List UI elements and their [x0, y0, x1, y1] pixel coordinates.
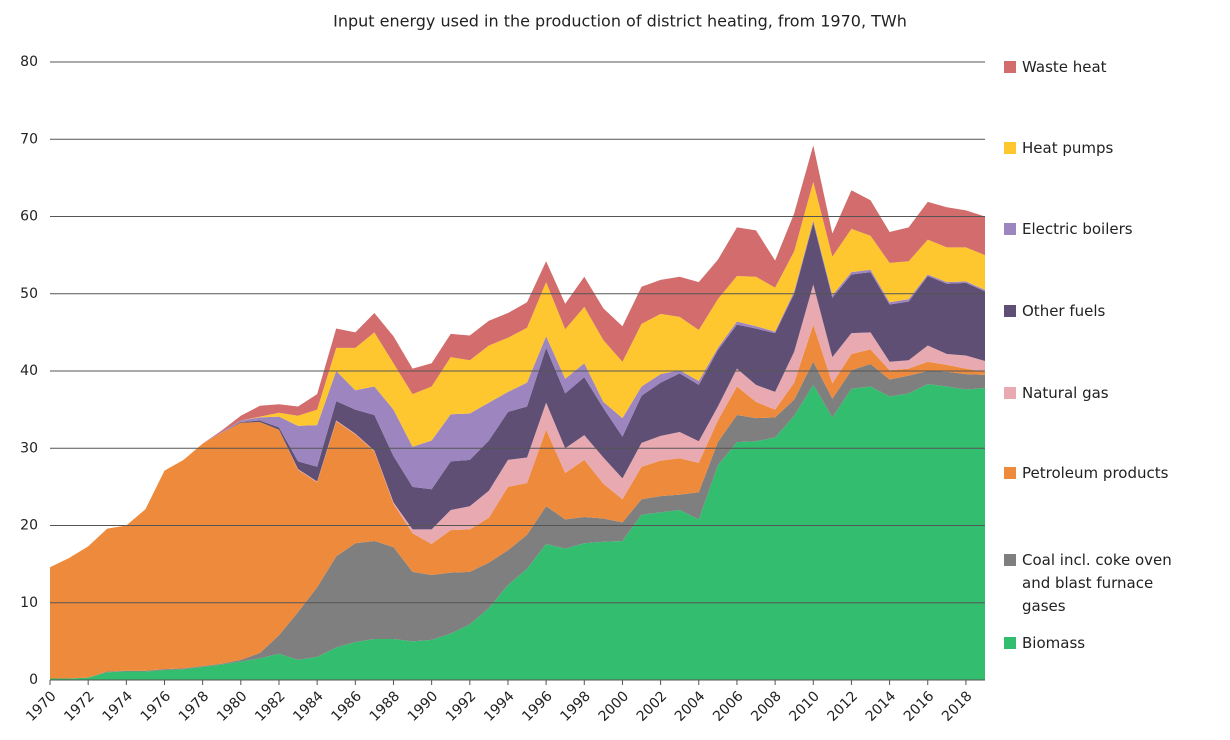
- legend-swatch: [1004, 387, 1016, 399]
- legend-label: Petroleum products: [1022, 464, 1169, 482]
- legend-item: Electric boilers: [1004, 218, 1226, 241]
- x-tick-label: 2016: [901, 688, 938, 725]
- legend-label: Coal incl. coke oven and blast furnace g…: [1022, 551, 1172, 615]
- x-tick-label: 2010: [786, 688, 823, 725]
- x-tick-label: 2000: [596, 688, 633, 725]
- y-tick-label: 40: [20, 363, 38, 379]
- legend-item: Waste heat: [1004, 56, 1226, 79]
- y-tick-label: 30: [20, 440, 38, 456]
- area: [50, 384, 985, 680]
- legend-swatch: [1004, 554, 1016, 566]
- legend-label: Electric boilers: [1022, 220, 1133, 238]
- legend-label: Biomass: [1022, 634, 1086, 652]
- x-tick-label: 1976: [138, 688, 175, 725]
- x-tick-label: 2004: [672, 688, 709, 725]
- legend-label: Natural gas: [1022, 384, 1109, 402]
- x-tick-label: 1990: [405, 688, 442, 725]
- legend-item: Natural gas: [1004, 382, 1226, 405]
- x-tick-label: 1972: [61, 688, 98, 725]
- legend-label: Heat pumps: [1022, 139, 1114, 157]
- legend-item: Petroleum products: [1004, 462, 1226, 485]
- legend-swatch: [1004, 305, 1016, 317]
- y-tick-label: 0: [29, 672, 38, 688]
- legend-label: Waste heat: [1022, 58, 1107, 76]
- x-tick-label: 1996: [519, 688, 556, 725]
- x-tick-label: 2002: [634, 688, 671, 725]
- legend-swatch: [1004, 467, 1016, 479]
- legend-item: Other fuels: [1004, 300, 1226, 323]
- x-tick-label: 1980: [214, 688, 251, 725]
- y-tick-label: 60: [20, 209, 38, 225]
- x-tick-label: 1994: [481, 688, 518, 725]
- y-tick-label: 80: [20, 54, 38, 70]
- x-tick-label: 2014: [863, 688, 900, 725]
- y-tick-label: 50: [20, 286, 38, 302]
- area: [50, 324, 985, 679]
- area: [50, 145, 985, 568]
- y-tick-label: 10: [20, 595, 38, 611]
- legend-item: Coal incl. coke oven and blast furnace g…: [1004, 549, 1226, 618]
- legend-label: Other fuels: [1022, 302, 1106, 320]
- plot: [50, 145, 985, 680]
- area: [50, 181, 985, 568]
- x-tick-label: 1970: [23, 688, 60, 725]
- x-tick-label: 2008: [748, 688, 785, 725]
- area: [50, 361, 985, 679]
- legend-item: Biomass: [1004, 632, 1226, 655]
- x-tick-label: 1992: [443, 688, 480, 725]
- x-tick-label: 2006: [710, 688, 747, 725]
- legend-item: Heat pumps: [1004, 137, 1226, 160]
- x-tick-label: 1988: [367, 688, 404, 725]
- legend-swatch: [1004, 61, 1016, 73]
- x-tick-label: 1974: [99, 688, 136, 725]
- x-tick-label: 1998: [557, 688, 594, 725]
- x-tick-label: 2018: [939, 688, 976, 725]
- x-tick-label: 1986: [328, 688, 365, 725]
- legend-swatch: [1004, 223, 1016, 235]
- x-tick-label: 1978: [176, 688, 213, 725]
- y-tick-label: 70: [20, 131, 38, 147]
- area: [50, 220, 985, 568]
- x-tick-label: 1982: [252, 688, 289, 725]
- chart-title: Input energy used in the production of d…: [333, 12, 907, 31]
- legend-swatch: [1004, 142, 1016, 154]
- y-tick-label: 20: [20, 518, 38, 534]
- legend-swatch: [1004, 637, 1016, 649]
- x-tick-label: 2012: [825, 688, 862, 725]
- x-tick-label: 1984: [290, 688, 327, 725]
